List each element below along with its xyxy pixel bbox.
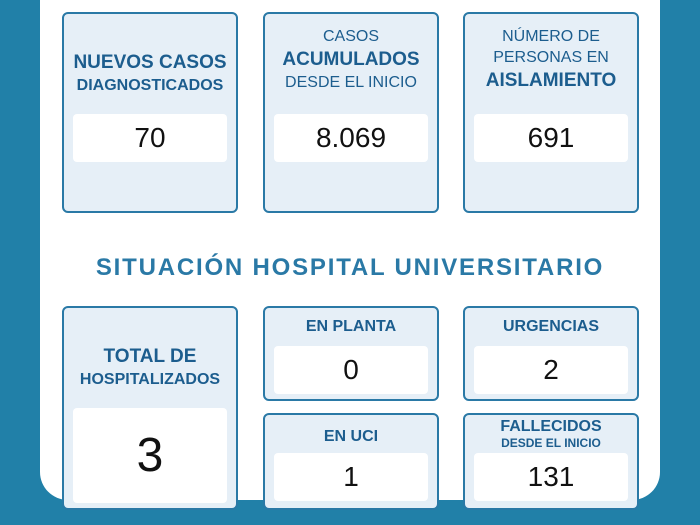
en-planta-label: EN PLANTA (305, 318, 397, 335)
total-hospitalizados-line1: TOTAL DE (103, 346, 197, 367)
card-total-hospitalizados: TOTAL DE HOSPITALIZADOS 3 (62, 306, 238, 510)
urgencias-value: 2 (474, 346, 628, 394)
casos-acumulados-value: 8.069 (274, 114, 428, 162)
aislamiento-label: NÚMERO DE PERSONAS EN AISLAMIENTO (465, 28, 637, 92)
nuevos-casos-line1: NUEVOS CASOS (73, 52, 227, 73)
aislamiento-line2: PERSONAS EN (493, 49, 609, 66)
card-fallecidos: FALLECIDOS DESDE EL INICIO 131 (463, 413, 639, 510)
nuevos-casos-line2: DIAGNOSTICADOS (76, 77, 224, 94)
card-casos-acumulados: CASOS ACUMULADOS DESDE EL INICIO 8.069 (263, 12, 439, 213)
nuevos-casos-value: 70 (73, 114, 227, 162)
card-en-planta: EN PLANTA 0 (263, 306, 439, 401)
card-en-uci: EN UCI 1 (263, 413, 439, 510)
card-aislamiento: NÚMERO DE PERSONAS EN AISLAMIENTO 691 (463, 12, 639, 213)
en-planta-value: 0 (274, 346, 428, 394)
casos-acumulados-line2: ACUMULADOS (282, 49, 420, 70)
casos-acumulados-label: CASOS ACUMULADOS DESDE EL INICIO (265, 28, 437, 92)
aislamiento-value: 691 (474, 114, 628, 162)
nuevos-casos-label: NUEVOS CASOS DIAGNOSTICADOS (64, 52, 236, 95)
urgencias-label: URGENCIAS (502, 318, 599, 335)
card-nuevos-casos: NUEVOS CASOS DIAGNOSTICADOS 70 (62, 12, 238, 213)
casos-acumulados-line1: CASOS (322, 28, 379, 45)
en-uci-value: 1 (274, 453, 428, 501)
card-urgencias: URGENCIAS 2 (463, 306, 639, 401)
fallecidos-label: FALLECIDOS DESDE EL INICIO (465, 418, 637, 450)
casos-acumulados-line3: DESDE EL INICIO (285, 74, 417, 91)
en-uci-label: EN UCI (323, 428, 379, 445)
total-hospitalizados-label: TOTAL DE HOSPITALIZADOS (64, 346, 236, 389)
total-hospitalizados-line2: HOSPITALIZADOS (79, 371, 221, 388)
aislamiento-line3: AISLAMIENTO (485, 70, 617, 91)
fallecidos-line2: DESDE EL INICIO (501, 436, 601, 450)
fallecidos-line1: FALLECIDOS (500, 418, 602, 435)
fallecidos-value: 131 (474, 453, 628, 501)
total-hospitalizados-value: 3 (73, 408, 227, 503)
aislamiento-line1: NÚMERO DE (502, 28, 600, 45)
section-title: SITUACIÓN HOSPITAL UNIVERSITARIO (95, 254, 605, 281)
